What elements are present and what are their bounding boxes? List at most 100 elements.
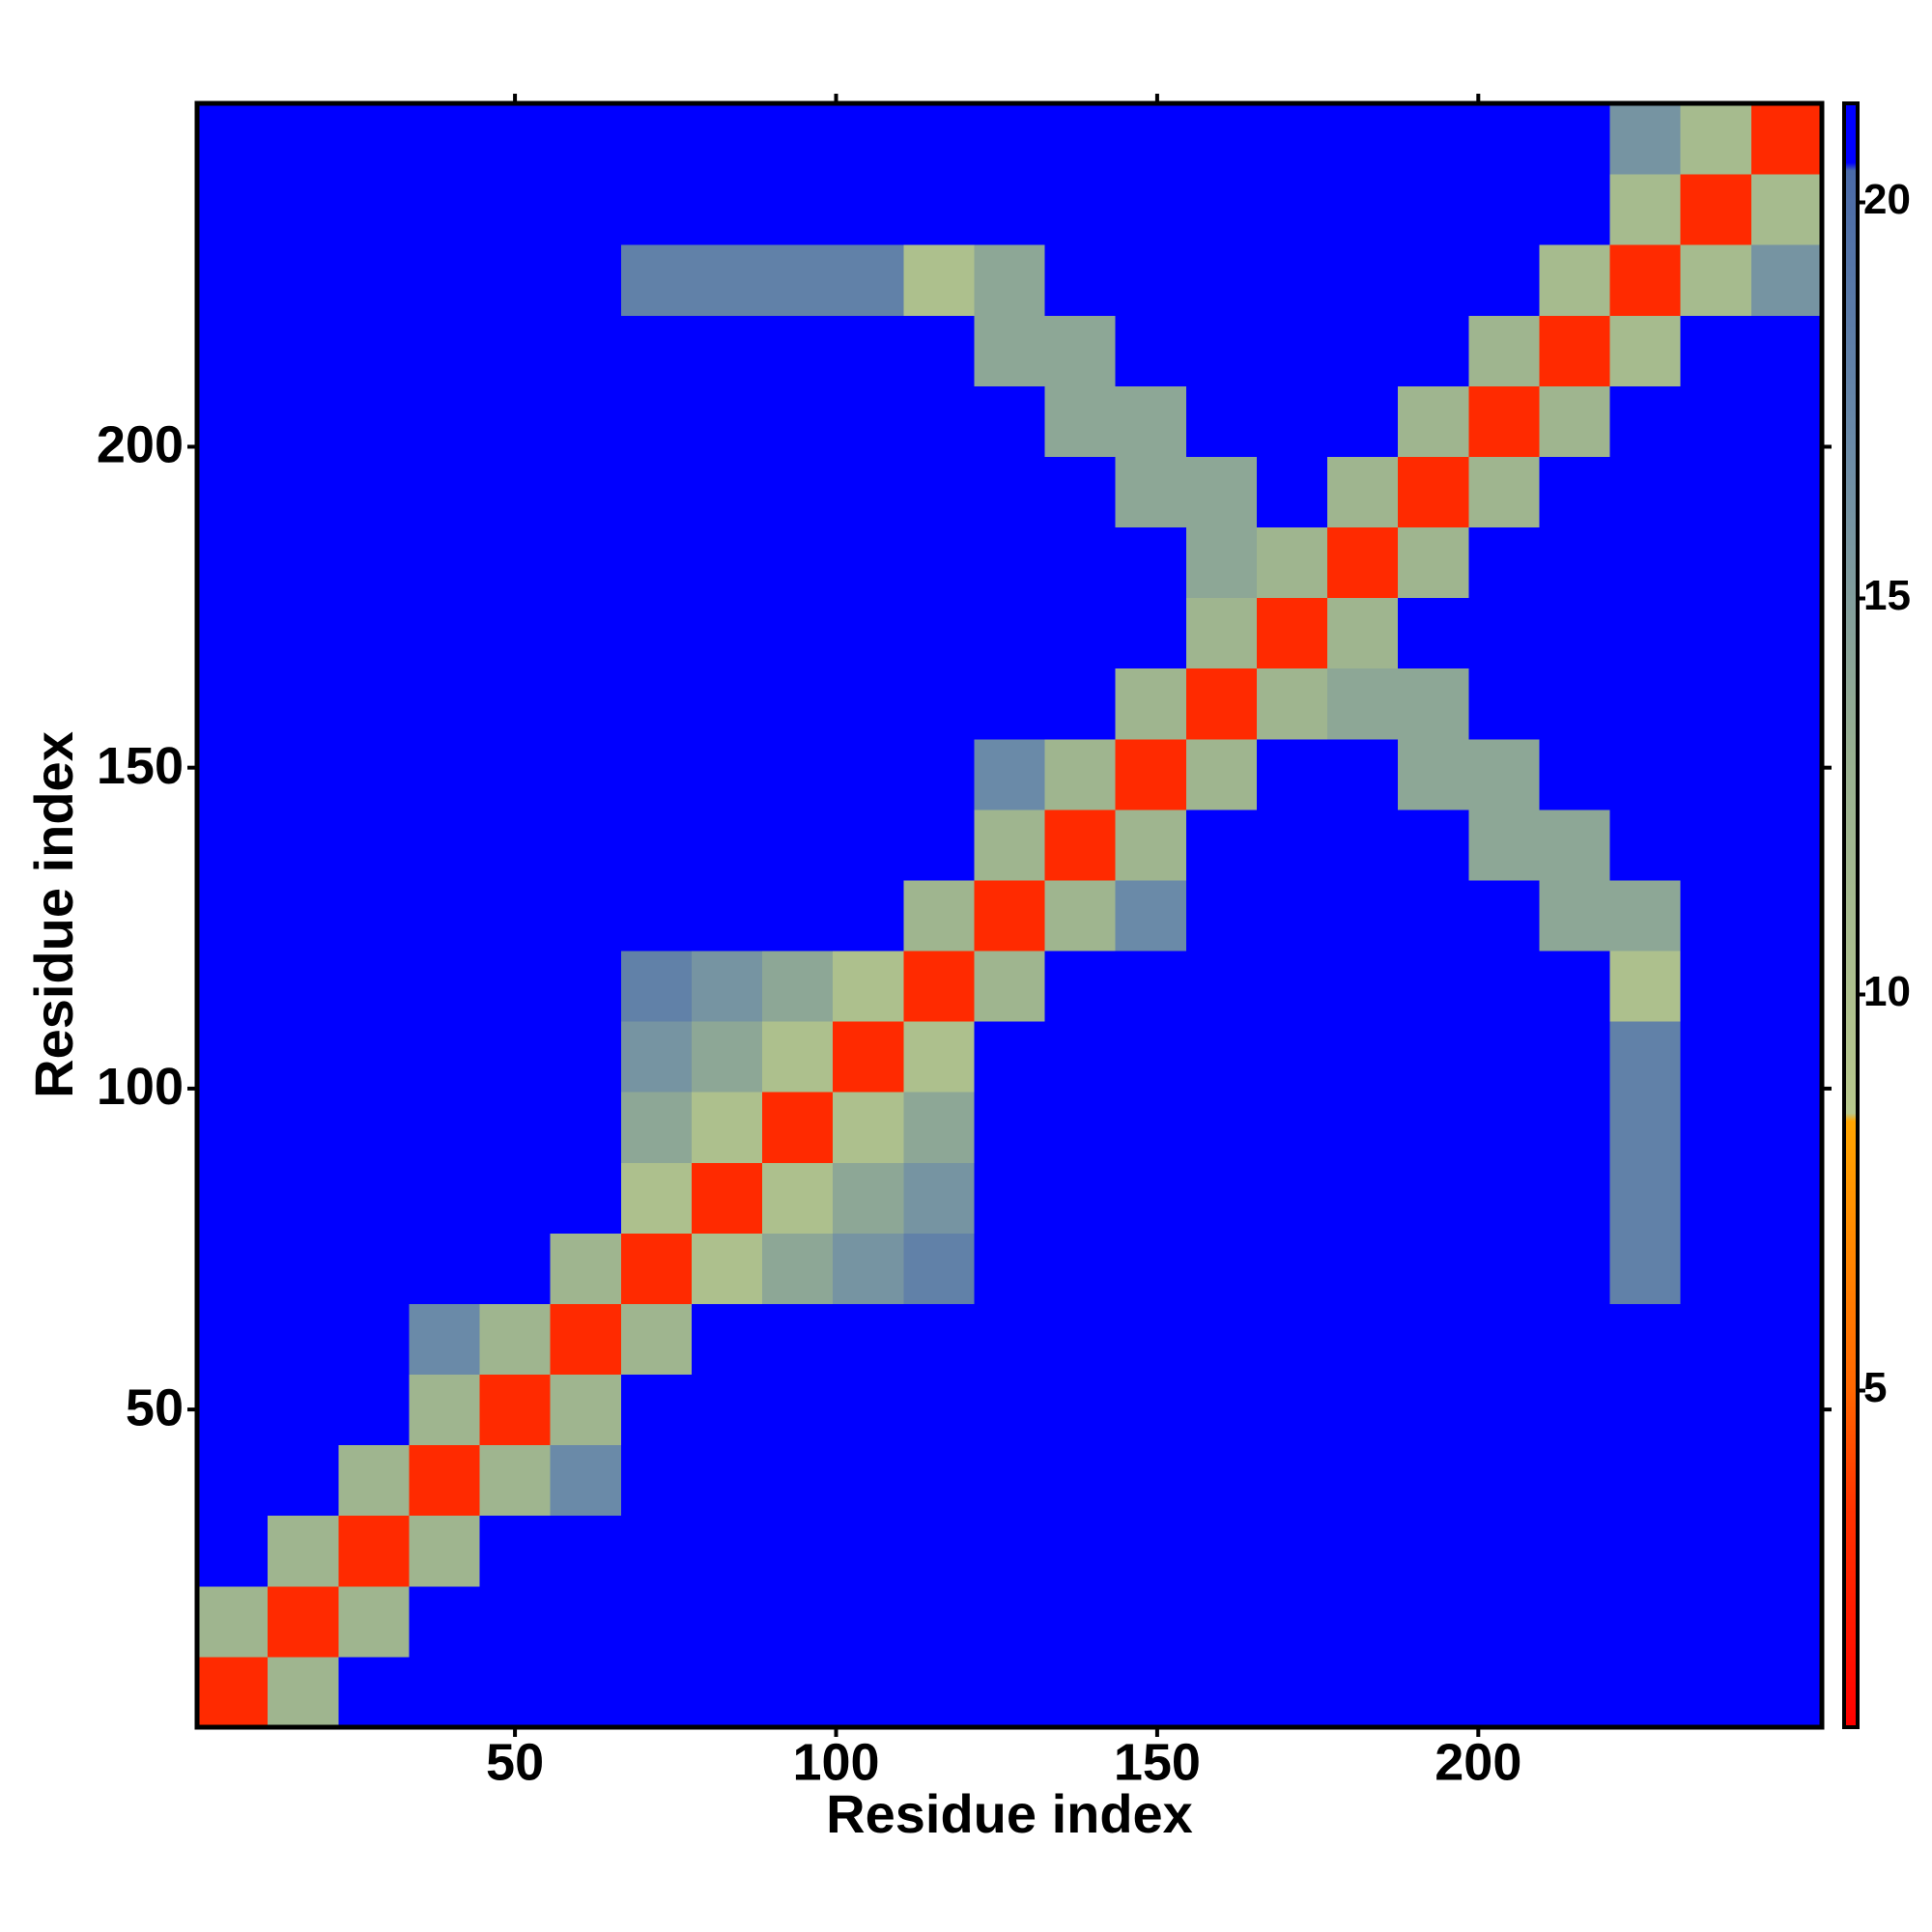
heatmap bbox=[197, 103, 1823, 1728]
heatmap-cell bbox=[550, 1515, 622, 1587]
heatmap-cell bbox=[903, 1092, 975, 1163]
heatmap-cell bbox=[338, 1233, 410, 1304]
heatmap-cell bbox=[1256, 456, 1328, 528]
heatmap-cell bbox=[1044, 1092, 1117, 1163]
heatmap-cell bbox=[479, 1233, 552, 1304]
heatmap-cell bbox=[1115, 1162, 1187, 1234]
heatmap-cell bbox=[338, 174, 410, 245]
heatmap-cell bbox=[833, 456, 904, 528]
heatmap-cell bbox=[1115, 1233, 1187, 1304]
heatmap-cell bbox=[1256, 1444, 1328, 1517]
heatmap-cell bbox=[1115, 1585, 1187, 1658]
colorbar-segment bbox=[1844, 1113, 1858, 1122]
heatmap-cell bbox=[197, 809, 269, 881]
heatmap-cell bbox=[1398, 809, 1469, 881]
heatmap-cell bbox=[479, 597, 552, 669]
heatmap-cell bbox=[1468, 668, 1540, 740]
heatmap-cell bbox=[1044, 1656, 1117, 1728]
heatmap-cell bbox=[903, 1374, 975, 1446]
heatmap-cell bbox=[903, 668, 975, 740]
heatmap-cell bbox=[833, 951, 904, 1022]
heatmap-cell bbox=[974, 809, 1046, 881]
heatmap-cell bbox=[903, 738, 975, 810]
heatmap-cell bbox=[1327, 1162, 1399, 1234]
heatmap-cell bbox=[1398, 385, 1469, 457]
heatmap-cell bbox=[197, 597, 269, 669]
heatmap-cell bbox=[762, 1021, 834, 1093]
heatmap-cell bbox=[1256, 1585, 1328, 1658]
heatmap-cell bbox=[620, 1303, 693, 1376]
heatmap-cell bbox=[1115, 1444, 1187, 1517]
heatmap-cell bbox=[1609, 879, 1682, 952]
heatmap-cell bbox=[1680, 456, 1752, 528]
heatmap-cell bbox=[1539, 1374, 1611, 1446]
heatmap-cell bbox=[197, 456, 269, 528]
heatmap-cell bbox=[1044, 1233, 1117, 1304]
heatmap-cell bbox=[1398, 1585, 1469, 1658]
colorbar-segment bbox=[1844, 162, 1858, 171]
heatmap-cell bbox=[1539, 174, 1611, 245]
heatmap-cell bbox=[409, 1656, 481, 1728]
heatmap-cell bbox=[550, 809, 622, 881]
heatmap-cell bbox=[1256, 809, 1328, 881]
heatmap-cell bbox=[1327, 1021, 1399, 1093]
heatmap-cell bbox=[268, 1444, 339, 1517]
heatmap-cell bbox=[1468, 385, 1540, 457]
heatmap-cell bbox=[974, 244, 1046, 316]
heatmap-cell bbox=[1327, 244, 1399, 316]
heatmap-cell bbox=[197, 244, 269, 316]
heatmap-cell bbox=[1750, 879, 1823, 952]
heatmap-cell bbox=[1327, 951, 1399, 1022]
heatmap-cell bbox=[833, 1585, 904, 1658]
heatmap-cell bbox=[338, 1656, 410, 1728]
heatmap-cell bbox=[1680, 668, 1752, 740]
heatmap-cell bbox=[1327, 1233, 1399, 1304]
heatmap-cell bbox=[550, 1374, 622, 1446]
heatmap-cell bbox=[550, 1656, 622, 1728]
heatmap-cell bbox=[479, 1021, 552, 1093]
heatmap-cell bbox=[833, 668, 904, 740]
heatmap-cell bbox=[479, 103, 552, 175]
heatmap-cell bbox=[1680, 1303, 1752, 1376]
heatmap-cell bbox=[1327, 1515, 1399, 1587]
heatmap-cell bbox=[338, 951, 410, 1022]
heatmap-cell bbox=[1750, 1021, 1823, 1093]
heatmap-cell bbox=[974, 1303, 1046, 1376]
heatmap-cell bbox=[1609, 456, 1682, 528]
heatmap-cell bbox=[1539, 526, 1611, 599]
heatmap-cell bbox=[1609, 315, 1682, 386]
heatmap-cell bbox=[1256, 879, 1328, 952]
heatmap-cell bbox=[479, 1092, 552, 1163]
heatmap-cell bbox=[903, 597, 975, 669]
heatmap-cell bbox=[1468, 738, 1540, 810]
heatmap-cell bbox=[1044, 597, 1117, 669]
heatmap-cell bbox=[197, 879, 269, 952]
heatmap-cell bbox=[1398, 174, 1469, 245]
heatmap-cell bbox=[1185, 1162, 1258, 1234]
heatmap-cell bbox=[691, 1585, 763, 1658]
heatmap-cell bbox=[974, 315, 1046, 386]
heatmap-cell bbox=[197, 1233, 269, 1304]
heatmap-cell bbox=[1750, 738, 1823, 810]
heatmap-cell bbox=[691, 1233, 763, 1304]
heatmap-cell bbox=[338, 1374, 410, 1446]
heatmap-cell bbox=[268, 1585, 339, 1658]
heatmap-cell bbox=[1680, 597, 1752, 669]
heatmap-cell bbox=[1750, 1515, 1823, 1587]
heatmap-cell bbox=[479, 809, 552, 881]
heatmap-cell bbox=[620, 597, 693, 669]
heatmap-cell bbox=[338, 1162, 410, 1234]
heatmap-cell bbox=[1750, 668, 1823, 740]
heatmap-cell bbox=[974, 1162, 1046, 1234]
heatmap-cell bbox=[550, 456, 622, 528]
heatmap-cell bbox=[974, 1374, 1046, 1446]
heatmap-cell bbox=[409, 597, 481, 669]
heatmap-cell bbox=[1750, 951, 1823, 1022]
heatmap-cell bbox=[479, 385, 552, 457]
heatmap-cell bbox=[833, 244, 904, 316]
heatmap-cell bbox=[1468, 1374, 1540, 1446]
heatmap-cell bbox=[479, 456, 552, 528]
heatmap-cell bbox=[1256, 315, 1328, 386]
heatmap-cell bbox=[1680, 809, 1752, 881]
heatmap-cell bbox=[1539, 1444, 1611, 1517]
